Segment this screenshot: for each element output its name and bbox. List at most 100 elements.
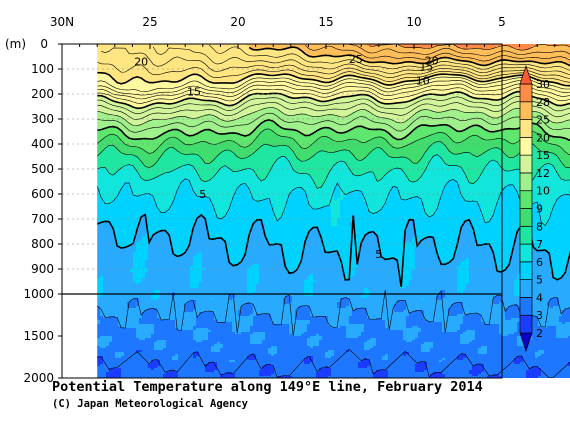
field-cell (469, 220, 473, 315)
field-cell (274, 50, 278, 77)
field-cell (211, 130, 215, 145)
field-cell (484, 82, 488, 99)
field-cell (214, 102, 218, 117)
field-cell (298, 160, 302, 175)
field-cell (157, 102, 161, 121)
field-cell (409, 160, 413, 183)
field-cell (244, 98, 248, 117)
field-cell (412, 48, 416, 63)
field-cell (325, 56, 329, 83)
field-cell (364, 342, 368, 351)
field-cell (274, 94, 278, 109)
field-cell (334, 116, 338, 133)
field-cell (208, 198, 212, 241)
field-cell (310, 336, 314, 349)
field-cell (385, 132, 389, 141)
field-cell (505, 186, 509, 269)
field-cell (424, 362, 428, 371)
field-cell (304, 148, 308, 161)
field-cell (136, 196, 140, 229)
field-cell (253, 44, 257, 51)
field-cell (355, 56, 359, 77)
field-cell (145, 122, 149, 139)
field-cell (97, 306, 101, 321)
field-cell (106, 336, 110, 347)
field-cell (505, 44, 509, 47)
field-cell (127, 328, 131, 378)
field-cell (262, 122, 266, 131)
field-cell (298, 306, 302, 321)
field-cell (109, 44, 113, 77)
field-cell (112, 44, 116, 81)
field-cell (124, 328, 128, 378)
field-cell (496, 78, 500, 101)
field-cell (316, 334, 320, 347)
field-cell (415, 128, 419, 141)
field-cell (439, 96, 443, 113)
field-cell (559, 84, 563, 107)
field-cell (370, 80, 374, 97)
field-cell (430, 126, 434, 135)
field-cell (460, 314, 464, 325)
field-cell (187, 76, 191, 99)
field-cell (328, 82, 332, 101)
field-cell (511, 306, 515, 319)
field-cell (97, 96, 101, 113)
field-cell (250, 228, 254, 267)
field-cell (178, 44, 182, 83)
field-cell (328, 358, 332, 369)
field-cell (490, 118, 494, 133)
field-cell (493, 212, 497, 265)
field-cell (427, 236, 431, 323)
field-cell (142, 124, 146, 139)
field-cell (445, 148, 449, 165)
field-cell (220, 134, 224, 143)
field-cell (328, 152, 332, 173)
field-cell (481, 82, 485, 99)
field-cell (436, 322, 440, 373)
field-cell (439, 372, 443, 378)
field-cell (445, 58, 449, 75)
field-cell (166, 210, 170, 233)
field-cell (316, 372, 320, 378)
field-cell (292, 336, 296, 378)
field-cell (211, 300, 215, 313)
field-cell (568, 180, 570, 197)
field-cell (358, 78, 362, 95)
field-cell (217, 342, 221, 353)
field-cell (403, 48, 407, 63)
colorbar-label: 30 (536, 78, 550, 91)
field-cell (499, 272, 503, 297)
field-cell (565, 270, 569, 309)
field-cell (346, 338, 350, 351)
field-cell (424, 342, 428, 353)
field-cell (106, 204, 110, 223)
field-cell (310, 116, 314, 135)
field-cell (382, 370, 386, 378)
field-cell (217, 84, 221, 103)
field-cell (355, 126, 359, 141)
field-cell (250, 326, 254, 335)
field-cell (511, 128, 515, 145)
field-cell (472, 366, 476, 377)
field-cell (256, 344, 260, 378)
field-cell (553, 306, 557, 327)
field-cell (412, 80, 416, 101)
field-cell (196, 142, 200, 155)
field-cell (115, 352, 119, 359)
field-cell (406, 222, 410, 243)
field-cell (208, 330, 212, 333)
field-cell (487, 80, 491, 101)
isotherm-3 (97, 348, 570, 378)
field-cell (544, 164, 548, 227)
field-cell (490, 218, 494, 247)
field-cell (361, 126, 365, 143)
field-cell (499, 166, 503, 195)
field-cell (463, 354, 467, 359)
field-cell (325, 102, 329, 117)
field-cell (283, 96, 287, 115)
field-cell (100, 152, 104, 169)
field-cell (154, 234, 158, 291)
field-cell (97, 156, 101, 169)
